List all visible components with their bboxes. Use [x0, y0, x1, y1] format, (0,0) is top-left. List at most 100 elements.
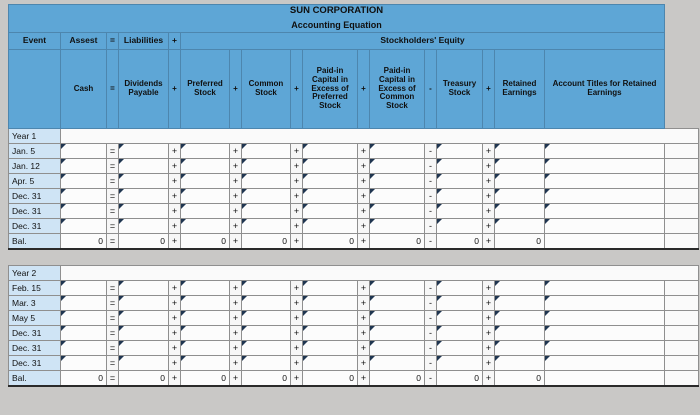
input-cell[interactable] — [302, 340, 358, 356]
input-cell[interactable] — [118, 325, 169, 341]
input-cell[interactable] — [60, 218, 107, 234]
input-cell[interactable] — [180, 340, 230, 356]
account-title-cell[interactable] — [544, 203, 665, 219]
input-cell[interactable] — [60, 188, 107, 204]
input-cell[interactable] — [60, 295, 107, 311]
input-cell[interactable] — [180, 295, 230, 311]
input-cell[interactable] — [180, 143, 230, 159]
input-cell[interactable] — [302, 280, 358, 296]
input-cell[interactable] — [241, 280, 291, 296]
input-cell[interactable] — [302, 295, 358, 311]
input-cell[interactable] — [60, 355, 107, 371]
input-cell[interactable] — [369, 310, 425, 326]
input-cell[interactable] — [302, 203, 358, 219]
input-cell[interactable] — [180, 280, 230, 296]
input-cell[interactable] — [241, 310, 291, 326]
input-cell[interactable] — [369, 340, 425, 356]
account-title-cell[interactable] — [544, 143, 665, 159]
input-cell[interactable] — [369, 218, 425, 234]
input-cell[interactable] — [241, 218, 291, 234]
account-title-cell[interactable] — [544, 158, 665, 174]
input-cell[interactable] — [241, 173, 291, 189]
input-cell[interactable] — [494, 310, 545, 326]
input-cell[interactable] — [302, 325, 358, 341]
input-cell[interactable] — [60, 173, 107, 189]
input-cell[interactable] — [118, 173, 169, 189]
input-cell[interactable] — [302, 355, 358, 371]
input-cell[interactable] — [60, 158, 107, 174]
input-cell[interactable] — [60, 143, 107, 159]
input-cell[interactable] — [302, 173, 358, 189]
input-cell[interactable] — [494, 158, 545, 174]
input-cell[interactable] — [60, 340, 107, 356]
input-cell[interactable] — [369, 173, 425, 189]
input-cell[interactable] — [436, 280, 483, 296]
input-cell[interactable] — [118, 280, 169, 296]
input-cell[interactable] — [494, 295, 545, 311]
input-cell[interactable] — [302, 158, 358, 174]
input-cell[interactable] — [241, 203, 291, 219]
input-cell[interactable] — [494, 173, 545, 189]
input-cell[interactable] — [494, 203, 545, 219]
input-cell[interactable] — [369, 280, 425, 296]
input-cell[interactable] — [436, 173, 483, 189]
input-cell[interactable] — [302, 310, 358, 326]
input-cell[interactable] — [436, 218, 483, 234]
input-cell[interactable] — [494, 188, 545, 204]
input-cell[interactable] — [369, 188, 425, 204]
input-cell[interactable] — [436, 295, 483, 311]
input-cell[interactable] — [118, 310, 169, 326]
input-cell[interactable] — [60, 325, 107, 341]
input-cell[interactable] — [241, 188, 291, 204]
input-cell[interactable] — [494, 218, 545, 234]
input-cell[interactable] — [436, 310, 483, 326]
input-cell[interactable] — [436, 355, 483, 371]
input-cell[interactable] — [118, 340, 169, 356]
input-cell[interactable] — [180, 203, 230, 219]
input-cell[interactable] — [241, 355, 291, 371]
account-title-cell[interactable] — [544, 188, 665, 204]
input-cell[interactable] — [369, 325, 425, 341]
input-cell[interactable] — [118, 203, 169, 219]
input-cell[interactable] — [436, 340, 483, 356]
input-cell[interactable] — [180, 355, 230, 371]
input-cell[interactable] — [241, 143, 291, 159]
input-cell[interactable] — [241, 325, 291, 341]
input-cell[interactable] — [180, 310, 230, 326]
input-cell[interactable] — [369, 295, 425, 311]
input-cell[interactable] — [180, 188, 230, 204]
input-cell[interactable] — [436, 325, 483, 341]
input-cell[interactable] — [118, 295, 169, 311]
input-cell[interactable] — [302, 143, 358, 159]
account-title-cell[interactable] — [544, 355, 665, 371]
input-cell[interactable] — [60, 280, 107, 296]
input-cell[interactable] — [494, 325, 545, 341]
account-title-cell[interactable] — [544, 280, 665, 296]
input-cell[interactable] — [494, 355, 545, 371]
input-cell[interactable] — [369, 143, 425, 159]
input-cell[interactable] — [436, 203, 483, 219]
input-cell[interactable] — [436, 188, 483, 204]
input-cell[interactable] — [369, 355, 425, 371]
input-cell[interactable] — [118, 218, 169, 234]
input-cell[interactable] — [60, 203, 107, 219]
input-cell[interactable] — [494, 340, 545, 356]
input-cell[interactable] — [369, 203, 425, 219]
input-cell[interactable] — [60, 310, 107, 326]
input-cell[interactable] — [180, 158, 230, 174]
input-cell[interactable] — [118, 355, 169, 371]
input-cell[interactable] — [118, 143, 169, 159]
account-title-cell[interactable] — [544, 218, 665, 234]
input-cell[interactable] — [369, 158, 425, 174]
input-cell[interactable] — [494, 143, 545, 159]
account-title-cell[interactable] — [544, 173, 665, 189]
account-title-cell[interactable] — [544, 325, 665, 341]
input-cell[interactable] — [118, 188, 169, 204]
input-cell[interactable] — [180, 218, 230, 234]
input-cell[interactable] — [436, 143, 483, 159]
input-cell[interactable] — [436, 158, 483, 174]
input-cell[interactable] — [180, 173, 230, 189]
input-cell[interactable] — [241, 158, 291, 174]
account-title-cell[interactable] — [544, 310, 665, 326]
input-cell[interactable] — [241, 340, 291, 356]
